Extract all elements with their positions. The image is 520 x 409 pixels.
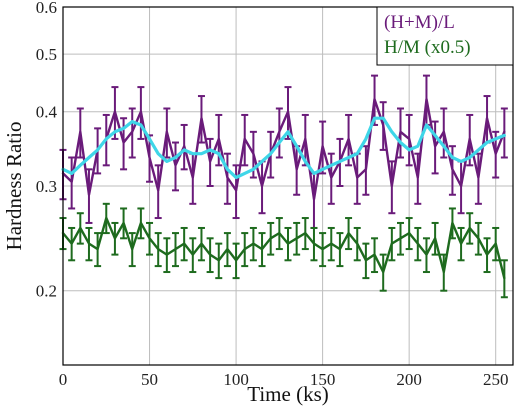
y-tick-label: 0.5 — [36, 45, 57, 64]
y-tick-label: 0.4 — [36, 103, 58, 122]
y-axis-title: Hardness Ratio — [2, 122, 26, 251]
legend-box — [376, 6, 514, 66]
series-smoothed-ratio — [61, 116, 506, 180]
series-line — [61, 216, 506, 280]
series-h-m-x0-5 — [59, 202, 508, 299]
x-tick-label: 200 — [396, 370, 422, 389]
series-layer — [59, 74, 508, 299]
y-tick-label: 0.6 — [36, 0, 57, 17]
x-tick-label: 0 — [59, 370, 68, 389]
tick-labels: 0 50 100 150 200 250 0.2 0.3 0.4 0.5 0.6 — [36, 0, 509, 389]
y-tick-label: 0.3 — [36, 177, 57, 196]
x-tick-label: 100 — [223, 370, 249, 389]
legend: (H+M)/L H/M (x0.5) — [376, 6, 514, 66]
series-line — [61, 116, 506, 180]
x-axis-title: Time (ks) — [247, 382, 329, 406]
x-tick-label: 250 — [483, 370, 509, 389]
plot-frame — [62, 6, 514, 366]
x-tick-label: 150 — [310, 370, 336, 389]
y-tick-label: 0.2 — [36, 282, 57, 301]
series-line — [61, 97, 506, 201]
series-h-m-l — [59, 74, 508, 229]
legend-label-ratio-h-m: H/M (x0.5) — [384, 37, 471, 58]
x-tick-label: 50 — [141, 370, 158, 389]
legend-label-ratio-hm-l: (H+M)/L — [384, 12, 455, 33]
